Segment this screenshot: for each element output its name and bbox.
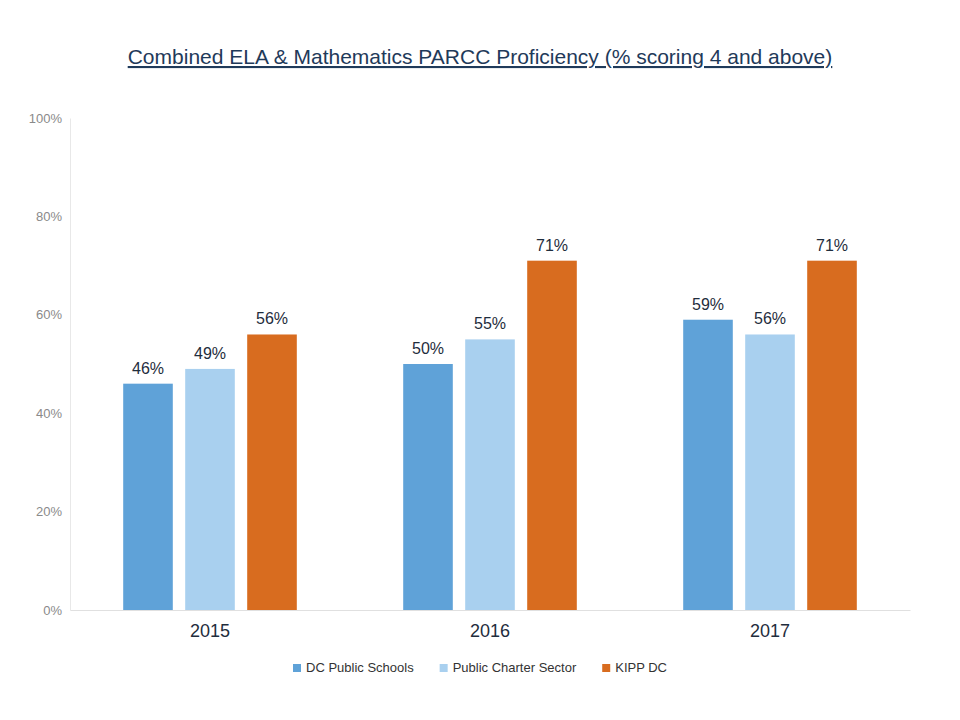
legend-item: DC Public Schools: [293, 660, 414, 675]
bar: [683, 320, 733, 610]
data-label: 46%: [132, 360, 164, 377]
legend-label: KIPP DC: [615, 660, 667, 675]
legend-swatch: [440, 664, 448, 672]
data-label: 55%: [474, 315, 506, 332]
legend: DC Public Schools Public Charter Sector KI…: [293, 660, 667, 675]
data-label: 56%: [256, 310, 288, 327]
legend-item: KIPP DC: [602, 660, 667, 675]
x-tick: 2017: [750, 610, 790, 641]
chart: Combined ELA & Mathematics PARCC Profici…: [0, 0, 960, 720]
x-tick-label: 2016: [470, 621, 510, 641]
data-label: 49%: [194, 345, 226, 362]
data-label: 71%: [536, 237, 568, 254]
x-tick: 2015: [190, 610, 230, 641]
y-tick-label: 100%: [29, 111, 63, 126]
y-tick-label: 20%: [36, 504, 62, 519]
y-axis: 0% 20% 40% 60% 80% 100%: [29, 111, 71, 618]
bar: [527, 261, 577, 610]
y-tick: 80%: [36, 209, 70, 224]
legend-label: DC Public Schools: [306, 660, 414, 675]
y-tick-label: 80%: [36, 209, 62, 224]
legend-swatch: [602, 664, 610, 672]
y-tick: 40%: [36, 406, 70, 421]
y-tick-label: 40%: [36, 406, 62, 421]
y-tick: 100%: [29, 111, 70, 126]
bar: [403, 364, 453, 610]
x-axis: 2015 2016 2017: [71, 610, 911, 641]
legend-label: Public Charter Sector: [453, 660, 577, 675]
y-tick: 20%: [36, 504, 70, 519]
bar: [247, 334, 297, 610]
bar: [745, 334, 795, 610]
data-label: 50%: [412, 340, 444, 357]
x-tick-label: 2017: [750, 621, 790, 641]
bar: [465, 339, 515, 610]
legend-item: Public Charter Sector: [440, 660, 577, 675]
x-axis-line: [71, 610, 911, 611]
title: Combined ELA & Mathematics PARCC Profici…: [128, 45, 833, 68]
data-label: 59%: [692, 296, 724, 313]
data-label: 71%: [816, 237, 848, 254]
y-tick-label: 0%: [43, 603, 62, 618]
bar: [123, 384, 173, 610]
y-axis-line: [70, 119, 71, 611]
data-labels: 46% 50% 59% 49% 55% 56% 56% 71% 71%: [132, 237, 848, 377]
data-label: 56%: [754, 310, 786, 327]
x-tick-label: 2015: [190, 621, 230, 641]
x-tick: 2016: [470, 610, 510, 641]
y-tick-label: 60%: [36, 307, 62, 322]
legend-swatch: [293, 664, 301, 672]
bar: [807, 261, 857, 610]
bars: [123, 261, 857, 610]
bar: [185, 369, 235, 610]
y-tick: 60%: [36, 307, 70, 322]
y-tick: 0%: [43, 603, 70, 618]
